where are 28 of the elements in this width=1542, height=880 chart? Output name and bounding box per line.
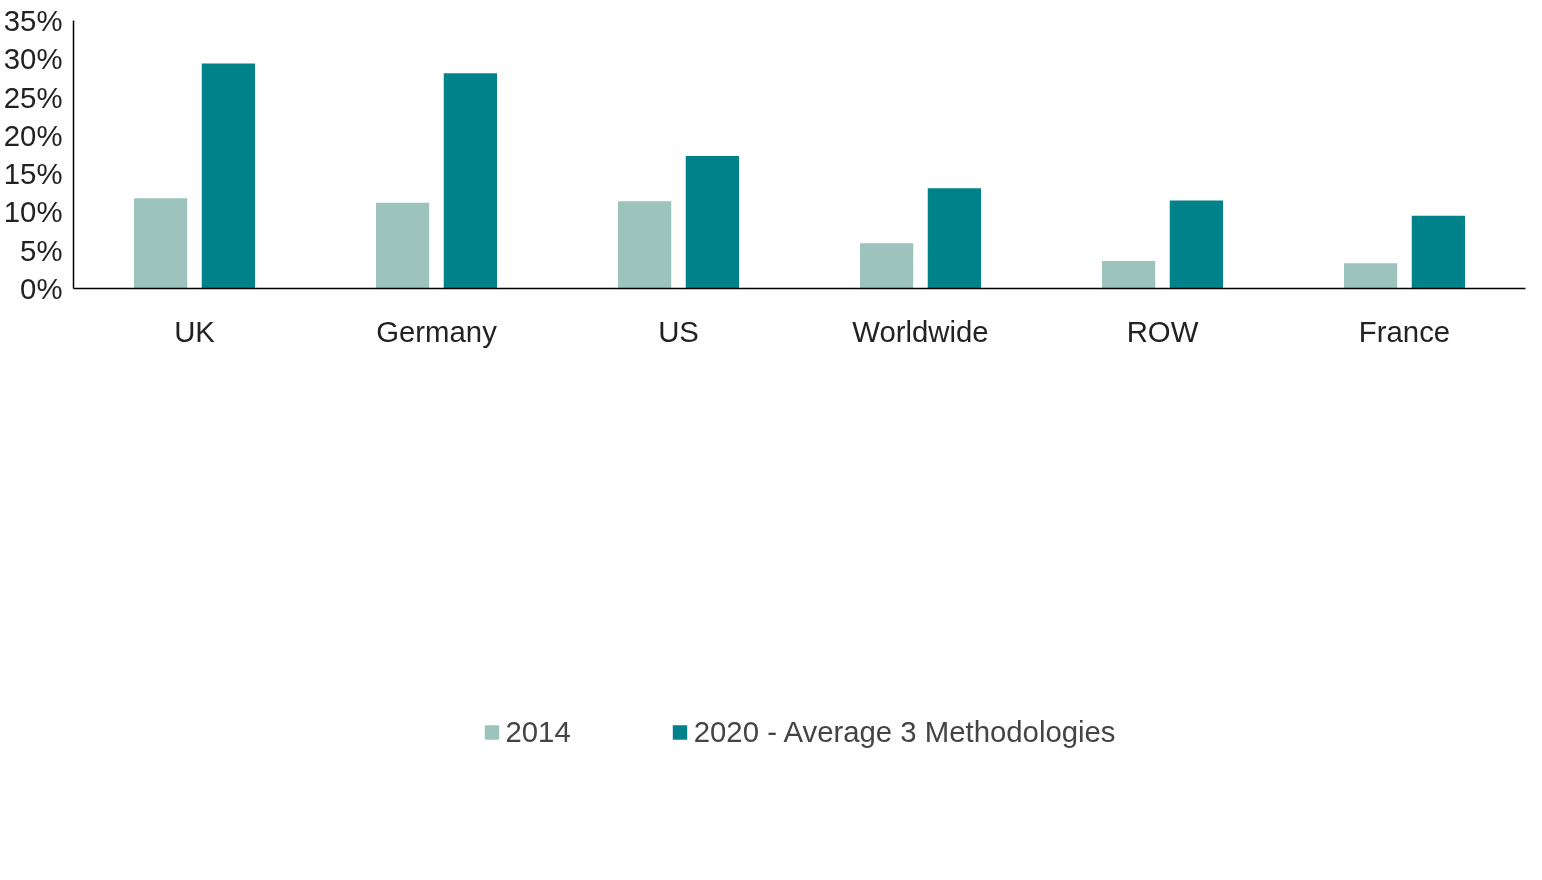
bar xyxy=(376,202,430,289)
bar xyxy=(618,201,672,289)
bar xyxy=(860,243,914,289)
y-tick-label: 30% xyxy=(3,42,63,76)
y-tick-label: 15% xyxy=(3,157,63,191)
legend-label: 2020 - Average 3 Methodologies xyxy=(693,714,1116,749)
bar xyxy=(1169,200,1223,289)
bar xyxy=(1344,263,1398,289)
bar xyxy=(1102,260,1156,289)
bar xyxy=(1411,215,1465,289)
y-tick-label: 5% xyxy=(20,233,63,267)
legend-label: 2014 xyxy=(505,714,571,749)
x-tick-label: US xyxy=(658,314,699,348)
bar xyxy=(443,73,497,289)
x-tick-label: ROW xyxy=(1126,314,1199,348)
x-tick-label: Germany xyxy=(376,314,498,348)
x-tick-label: UK xyxy=(174,314,216,348)
y-tick-label: 20% xyxy=(3,118,63,152)
x-tick-label: France xyxy=(1358,314,1451,348)
bar xyxy=(134,198,188,289)
bar xyxy=(201,63,255,289)
y-tick-label: 35% xyxy=(3,4,63,37)
y-tick-label: 25% xyxy=(3,80,63,114)
y-tick-label: 0% xyxy=(20,272,63,305)
y-tick-label: 10% xyxy=(3,195,63,229)
bar xyxy=(927,188,981,289)
bar xyxy=(685,156,739,289)
x-tick-label: Worldwide xyxy=(852,314,989,348)
